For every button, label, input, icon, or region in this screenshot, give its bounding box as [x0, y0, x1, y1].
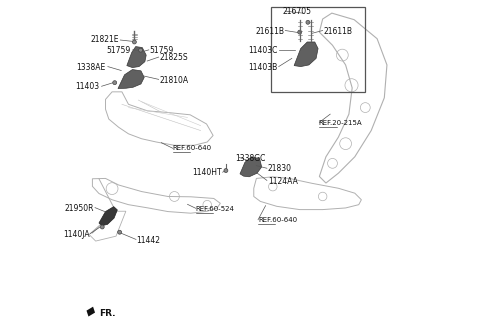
- Polygon shape: [86, 307, 95, 317]
- Circle shape: [100, 225, 104, 229]
- Polygon shape: [240, 157, 262, 177]
- Text: REF.20-215A: REF.20-215A: [319, 120, 362, 126]
- Circle shape: [298, 30, 301, 34]
- Text: 51759: 51759: [106, 46, 130, 55]
- Text: 21821E: 21821E: [90, 35, 119, 44]
- Polygon shape: [118, 70, 144, 89]
- Circle shape: [306, 20, 310, 24]
- Text: 21611B: 21611B: [324, 27, 353, 36]
- Text: REF.60-640: REF.60-640: [258, 217, 297, 223]
- Circle shape: [139, 48, 143, 52]
- Text: 1140JA: 1140JA: [63, 230, 90, 239]
- Text: 216705: 216705: [283, 7, 312, 16]
- Text: 21825S: 21825S: [160, 53, 188, 62]
- Bar: [271, 7, 365, 92]
- Circle shape: [118, 230, 121, 234]
- Text: 11442: 11442: [137, 236, 161, 245]
- Text: 1338GC: 1338GC: [235, 154, 265, 163]
- Text: 11403C: 11403C: [248, 46, 278, 55]
- Text: REF.60-524: REF.60-524: [196, 206, 235, 212]
- Polygon shape: [127, 47, 146, 68]
- Text: 1124AA: 1124AA: [268, 176, 298, 186]
- Text: 21611B: 21611B: [255, 27, 284, 36]
- Circle shape: [132, 40, 136, 44]
- Text: 21830: 21830: [268, 164, 292, 174]
- Text: 21810A: 21810A: [160, 76, 189, 85]
- Text: 11403: 11403: [75, 82, 99, 92]
- Text: 1338AE: 1338AE: [76, 63, 106, 72]
- Circle shape: [224, 169, 228, 173]
- Circle shape: [113, 81, 117, 85]
- Polygon shape: [294, 42, 318, 67]
- Polygon shape: [99, 207, 117, 226]
- Text: REF.60-640: REF.60-640: [173, 145, 212, 151]
- Text: 51759: 51759: [150, 46, 174, 55]
- Text: 21950R: 21950R: [64, 204, 94, 213]
- Text: 11403B: 11403B: [249, 63, 278, 72]
- Text: FR.: FR.: [100, 309, 116, 318]
- Text: 1140HT: 1140HT: [192, 168, 222, 177]
